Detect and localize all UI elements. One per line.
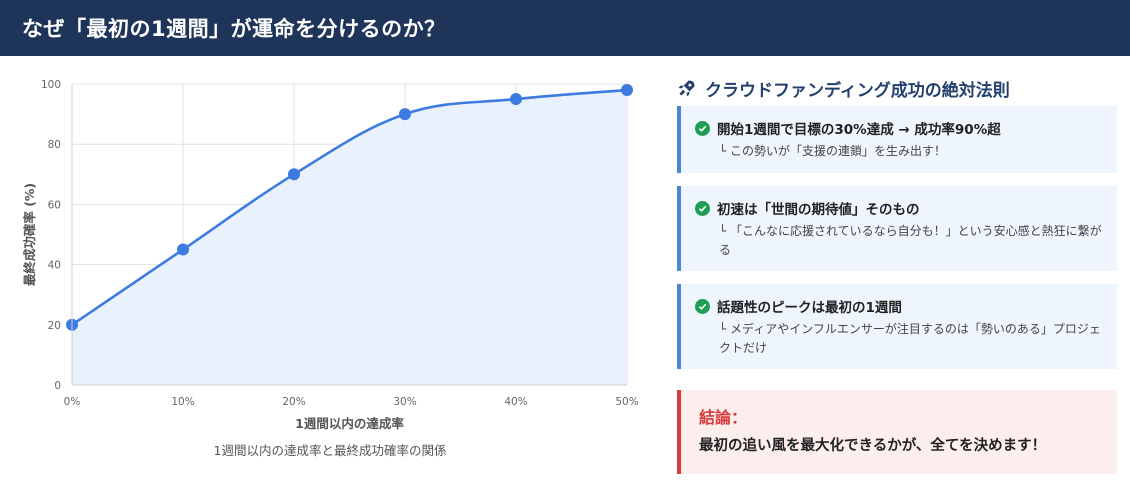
conclusion-body: 最初の追い風を最大化できるかが、全てを決めます！: [699, 438, 1047, 454]
series-area: [72, 90, 627, 385]
y-tick-label: 80: [48, 139, 61, 151]
y-tick-label: 100: [41, 79, 61, 91]
rule-detail: └ 「こんなに応援されているなら自分も！」という安心感と熱狂に繋がる: [719, 224, 1102, 257]
rule-title: 初速は「世間の期待値」そのもの: [717, 202, 920, 218]
data-point: [399, 108, 411, 121]
y-tick-label: 40: [48, 260, 61, 272]
page-title: なぜ「最初の1週間」が運命を分けるのか？: [22, 17, 446, 41]
rule-detail: └ メディアやインフルエンサーが注目するのは「勢いのある」プロジェクトだけ: [719, 322, 1101, 355]
x-tick-label: 50%: [615, 396, 638, 408]
x-tick-label: 0%: [64, 396, 81, 408]
conclusion-box: 結論： 最初の追い風を最大化できるかが、全てを決めます！: [677, 390, 1117, 474]
page-header: なぜ「最初の1週間」が運命を分けるのか？: [0, 0, 1130, 56]
y-tick-label: 0: [54, 380, 61, 392]
chart-caption: 1週間以内の達成率と最終成功確率の関係: [213, 443, 447, 458]
data-point: [621, 84, 633, 97]
check-circle-icon: [695, 200, 710, 216]
rocket-icon: [678, 80, 695, 97]
rule-title: 話題性のピークは最初の1週間: [717, 300, 902, 316]
y-tick-label: 20: [48, 320, 61, 332]
x-axis-title: 1週間以内の達成率: [295, 416, 404, 431]
y-axis-title: 最終成功確率 (%): [22, 183, 37, 286]
x-tick-label: 30%: [393, 396, 416, 408]
rule-title: 開始1週間で目標の30%達成 → 成功率90%超: [717, 122, 1001, 138]
panel-title: クラウドファンディング成功の絶対法則: [677, 76, 1010, 101]
success-rate-chart: 0 20 40 60 80 100 0% 10% 20% 30% 40% 50% 1週間以内の達成率 最終…: [22, 79, 639, 431]
series-line: [71, 88, 628, 326]
x-tick-label: 20%: [282, 396, 305, 408]
data-point: [510, 93, 522, 106]
rule-card-3: 話題性のピークは最初の1週間 └ メディアやインフルエンサーが注目するのは「勢い…: [677, 284, 1117, 369]
check-circle-icon: [695, 120, 710, 136]
chart-area: 0 20 40 60 80 100 0% 10% 20% 30% 40% 50% 1週間以内の達成率 最終…: [0, 56, 660, 491]
conclusion-title: 結論：: [699, 408, 748, 427]
rule-card-1: 開始1週間で目標の30%達成 → 成功率90%超 └ この勢いが「支援の連鎖」を…: [677, 106, 1117, 173]
x-tick-label: 40%: [504, 396, 527, 408]
x-tick-label: 10%: [171, 396, 194, 408]
data-point: [177, 243, 189, 256]
rule-card-2: 初速は「世間の期待値」そのもの └ 「こんなに応援されているなら自分も！」という…: [677, 186, 1117, 271]
check-circle-icon: [695, 298, 710, 314]
rule-detail: └ この勢いが「支援の連鎖」を生み出す！: [719, 144, 947, 158]
panel-title-text: クラウドファンディング成功の絶対法則: [705, 80, 1010, 101]
y-tick-label: 60: [48, 199, 61, 211]
data-point: [288, 168, 300, 181]
rules-panel: クラウドファンディング成功の絶対法則 開始1週間で目標の30%達成 → 成功率9…: [677, 56, 1117, 491]
